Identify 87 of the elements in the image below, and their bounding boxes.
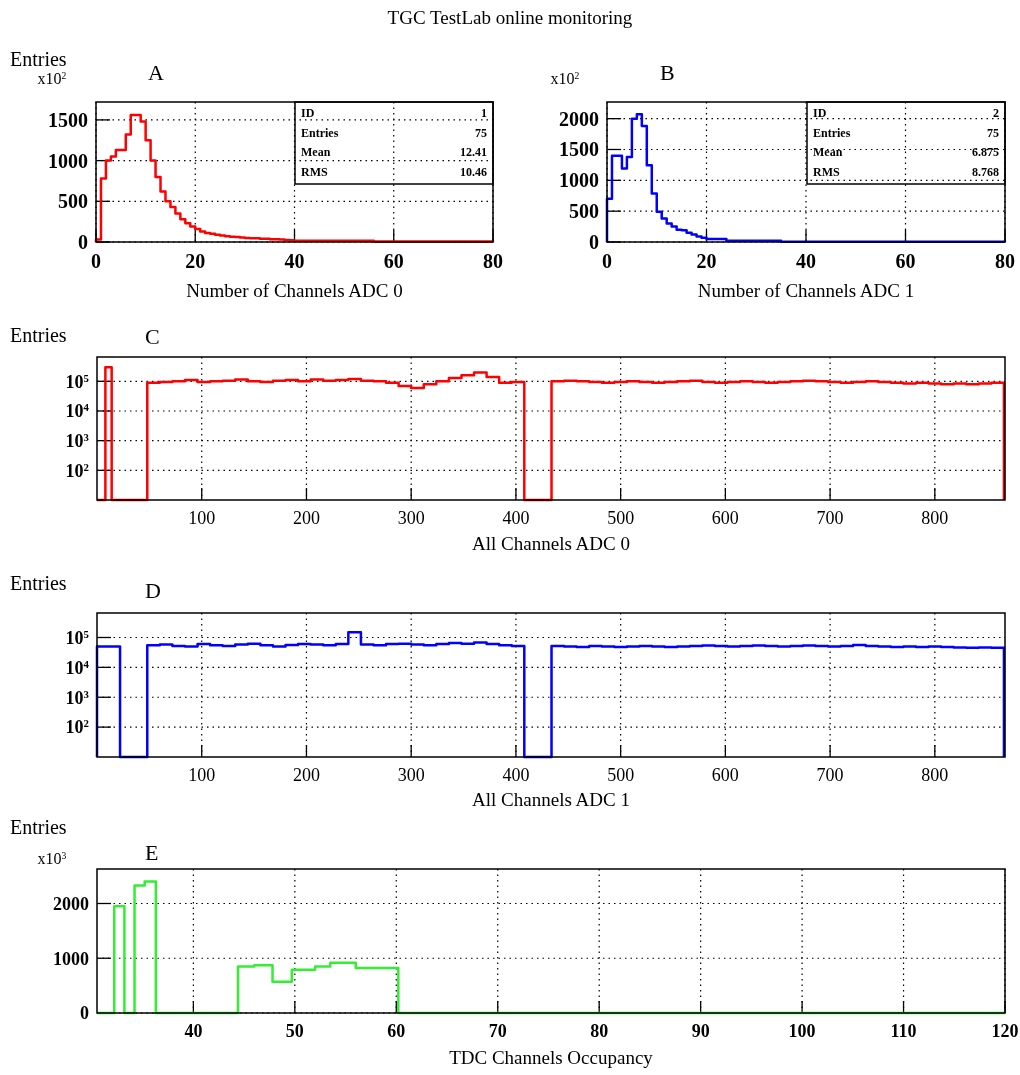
x-tick-label: 40: [796, 250, 816, 272]
x-tick-label: 80: [483, 250, 503, 272]
text: x10$^{3}$: [37, 849, 67, 867]
y-tick-label: 1000: [48, 149, 88, 172]
y-axis-title: Entries: [10, 572, 67, 594]
y-tick-label: 2000: [53, 893, 89, 914]
x-tick-label: 600: [711, 508, 739, 528]
x-tick-label: 120: [991, 1021, 1019, 1041]
annotation: Entries: [813, 125, 851, 140]
x-tick-label: 20: [696, 250, 717, 272]
annotation: RMS: [813, 164, 840, 179]
annotation: 8.768: [972, 164, 999, 179]
x-tick-label: 70: [488, 1021, 507, 1041]
y-tick-label: 1500: [48, 108, 88, 131]
x-tick-label: 90: [691, 1021, 710, 1041]
annotation: 75: [475, 125, 487, 140]
x-tick-label: 200: [292, 765, 320, 785]
annotation: Mean: [301, 145, 331, 159]
x-tick-label: 600: [711, 765, 739, 785]
x-axis-title: All Channels ADC 0: [472, 533, 630, 554]
y-axis-title: Entries: [10, 48, 67, 70]
x-axis-title: All Channels ADC 1: [472, 789, 630, 810]
x-tick-label: 40: [184, 1021, 203, 1041]
y-tick-label: 1500: [559, 138, 599, 161]
y-tick-label: 1000: [53, 948, 89, 969]
y-axis-title: Entries: [10, 324, 67, 346]
x-tick-label: 500: [607, 508, 635, 528]
y-tick-label: 10$^{2}$: [65, 460, 89, 481]
x-axis-title: TDC Channels Occupancy: [449, 1047, 654, 1068]
annotation: 1: [481, 106, 487, 120]
y-tick-label: 0: [78, 231, 88, 253]
y-axis-title: Entries: [10, 816, 67, 838]
x-tick-label: 80: [590, 1021, 609, 1041]
text: x10$^{2}$: [37, 69, 67, 87]
annotation: 12.41: [460, 145, 487, 159]
y-tick-label: 10$^{3}$: [65, 687, 90, 708]
text: x10$^{2}$: [550, 69, 580, 87]
chart-subtitle: A: [148, 60, 164, 85]
x-tick-label: 100: [188, 765, 216, 785]
x-tick-label: 60: [895, 250, 916, 272]
annotation: 2: [993, 106, 999, 120]
x-tick-label: 300: [397, 765, 425, 785]
x-tick-label: 500: [607, 765, 635, 785]
x-axis-title: Number of Channels ADC 1: [697, 280, 915, 301]
x-tick-label: 40: [284, 250, 305, 272]
chart-subtitle: B: [660, 60, 675, 85]
x-tick-label: 200: [292, 508, 320, 528]
annotation: RMS: [301, 164, 328, 179]
y-tick-label: 10$^{2}$: [65, 717, 89, 738]
annotation: 75: [987, 125, 999, 140]
x-tick-label: 800: [921, 765, 949, 785]
x-tick-label: 50: [285, 1021, 304, 1041]
x-tick-label: 80: [995, 250, 1015, 272]
y-tick-label: 500: [58, 190, 88, 213]
x-tick-label: 100: [188, 508, 216, 528]
x-tick-label: 20: [185, 250, 206, 272]
x-tick-label: 300: [397, 508, 425, 528]
x-axis-title: Number of Channels ADC 0: [186, 280, 403, 301]
x-tick-label: 700: [816, 508, 844, 528]
y-tick-label: 10$^{3}$: [65, 430, 90, 451]
x-tick-label: 100: [788, 1021, 816, 1041]
chart-title: TGC TestLab online monitoring: [387, 7, 633, 28]
annotation: Entries: [301, 125, 339, 140]
x-tick-label: 110: [890, 1021, 917, 1041]
y-tick-label: 0: [80, 1003, 89, 1024]
x-tick-label: 400: [502, 508, 530, 528]
y-tick-label: 2000: [559, 107, 599, 130]
y-tick-label: 10$^{4}$: [65, 657, 90, 678]
annotation: ID: [813, 106, 827, 120]
x-tick-label: 60: [383, 250, 404, 272]
x-tick-label: 800: [921, 508, 949, 528]
y-tick-label: 10$^{4}$: [65, 401, 90, 422]
y-tick-label: 10$^{5}$: [65, 627, 89, 648]
x-tick-label: 60: [387, 1021, 406, 1041]
chart-subtitle: C: [145, 324, 160, 349]
annotation: 6.875: [972, 145, 999, 159]
annotation: Mean: [813, 145, 843, 159]
y-tick-label: 10$^{5}$: [65, 371, 89, 392]
chart-subtitle: D: [145, 578, 161, 603]
chart-subtitle: E: [145, 840, 159, 865]
annotation: ID: [301, 106, 315, 120]
y-tick-label: 0: [589, 231, 599, 253]
x-tick-label: 700: [816, 765, 844, 785]
y-tick-label: 500: [569, 200, 599, 223]
y-tick-label: 1000: [559, 169, 599, 192]
annotation: 10.46: [460, 164, 487, 179]
x-tick-label: 400: [502, 765, 530, 785]
